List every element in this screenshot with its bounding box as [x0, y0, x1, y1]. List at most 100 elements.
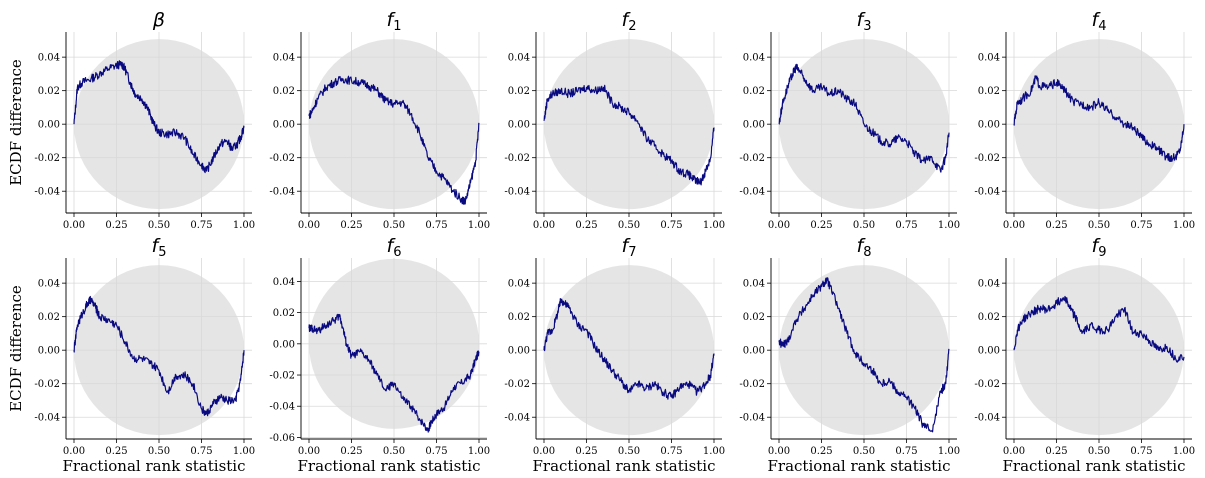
x-tick-label: 0.75	[190, 446, 212, 457]
x-tick-label: 0.50	[383, 446, 405, 457]
panel-title: β	[152, 9, 165, 31]
x-axis-label: Fractional rank statistic	[1003, 457, 1186, 475]
x-tick-label: 1.00	[1173, 220, 1195, 231]
x-tick-label: 0.00	[533, 446, 555, 457]
x-tick-label: 0.50	[383, 220, 405, 231]
x-tick-label: 0.00	[298, 220, 320, 231]
y-tick-label: -0.02	[34, 379, 60, 390]
y-tick-label: 0.02	[978, 86, 1000, 97]
y-tick-label: 0.00	[508, 120, 530, 131]
x-tick-label: 0.00	[1003, 446, 1025, 457]
ecdf-difference-line	[73, 295, 245, 417]
y-tick-label: -0.02	[739, 153, 765, 164]
x-tick-label: 0.25	[105, 220, 127, 231]
chart-panel: 0.00 0.25 0.50 0.75 1.00 0.04 0.02 0.00 -0.02 -0.…	[269, 9, 490, 231]
y-axis-label: ECDF difference	[7, 59, 25, 186]
panel-title: f6	[387, 235, 402, 260]
y-tick-label: 0.04	[743, 53, 765, 64]
x-tick-label: 0.75	[190, 220, 212, 231]
y-tick-label: -0.02	[504, 153, 530, 164]
y-tick-label: 0.02	[508, 312, 530, 323]
x-tick-label: 0.00	[768, 220, 790, 231]
y-tick-label: -0.02	[739, 379, 765, 390]
x-tick-label: 0.00	[298, 446, 320, 457]
panel-title-subscript: 9	[1098, 245, 1106, 260]
y-tick-label: -0.04	[504, 413, 530, 424]
y-tick-label: -0.04	[269, 187, 295, 198]
chart-panel: 0.00 0.25 0.50 0.75 1.00 0.04 0.02 0.00 -0.02 -0.…	[739, 9, 960, 231]
x-tick-label: 0.50	[853, 446, 875, 457]
y-tick-label: -0.04	[974, 187, 1000, 198]
ecdf-difference-line	[778, 63, 950, 173]
x-tick-label: 1.00	[938, 446, 960, 457]
x-tick-label: 1.00	[703, 446, 725, 457]
x-tick-label: 0.50	[1088, 220, 1110, 231]
y-tick-label: 0.00	[273, 339, 295, 350]
y-tick-label: 0.04	[508, 279, 530, 290]
panel-title-subscript: 8	[863, 245, 871, 260]
x-tick-label: 1.00	[938, 220, 960, 231]
y-axis-label: ECDF difference	[7, 285, 25, 412]
x-tick-label: 0.75	[895, 446, 917, 457]
y-tick-label: -0.04	[739, 187, 765, 198]
chart-panel: 0.00 0.25 0.50 0.75 1.00 0.04 0.02 0.00 -0.02 -0.…	[974, 235, 1195, 475]
x-tick-label: 1.00	[1173, 446, 1195, 457]
x-tick-label: 0.75	[660, 220, 682, 231]
y-tick-label: -0.06	[269, 433, 295, 444]
x-tick-label: 0.50	[1088, 446, 1110, 457]
y-tick-label: 0.02	[273, 86, 295, 97]
x-tick-label: 0.75	[1130, 446, 1152, 457]
panel-title: f7	[622, 235, 637, 260]
x-tick-label: 1.00	[233, 446, 255, 457]
x-tick-label: 0.75	[425, 446, 447, 457]
y-tick-label: -0.02	[974, 153, 1000, 164]
y-tick-label: 0.04	[273, 277, 295, 288]
x-tick-label: 1.00	[468, 446, 490, 457]
x-tick-label: 0.25	[1045, 446, 1067, 457]
chart-panel: 0.00 0.25 0.50 0.75 1.00 0.04 0.02 0.00 -0.02 -0.…	[7, 235, 255, 475]
x-tick-label: 0.25	[575, 446, 597, 457]
ecdf-difference-line	[308, 313, 480, 433]
x-tick-label: 0.50	[148, 446, 170, 457]
x-tick-label: 0.00	[1003, 220, 1025, 231]
panel-title: f5	[152, 235, 167, 260]
y-tick-label: 0.02	[508, 86, 530, 97]
x-axis-label: Fractional rank statistic	[298, 457, 481, 475]
panel-title-subscript: 3	[863, 19, 871, 34]
x-tick-label: 0.50	[618, 220, 640, 231]
y-tick-label: 0.02	[743, 312, 765, 323]
y-tick-label: -0.04	[34, 413, 60, 424]
y-tick-label: -0.04	[974, 413, 1000, 424]
y-tick-label: 0.00	[978, 346, 1000, 357]
y-tick-label: 0.00	[38, 346, 60, 357]
ecdf-difference-line	[73, 60, 245, 174]
panel-title-subscript: 2	[628, 19, 636, 34]
x-tick-label: 0.00	[63, 446, 85, 457]
panel-title: f9	[1092, 235, 1107, 260]
y-tick-label: 0.02	[273, 308, 295, 319]
x-tick-label: 0.25	[810, 220, 832, 231]
y-tick-label: 0.00	[508, 346, 530, 357]
x-tick-label: 0.50	[853, 220, 875, 231]
chart-panel: 0.00 0.25 0.50 0.75 1.00 0.04 0.02 0.00 -0.02 -0.…	[504, 9, 725, 231]
y-tick-label: -0.02	[269, 153, 295, 164]
x-tick-label: 0.25	[1045, 220, 1067, 231]
x-tick-label: 1.00	[468, 220, 490, 231]
chart-panel: 0.00 0.25 0.50 0.75 1.00 0.04 0.02 0.00 -0.02 -0.…	[504, 235, 725, 475]
panel-title-subscript: 6	[393, 245, 401, 260]
x-tick-label: 0.25	[340, 220, 362, 231]
y-tick-label: -0.04	[739, 413, 765, 424]
y-tick-label: 0.00	[978, 120, 1000, 131]
y-tick-label: 0.04	[38, 279, 60, 290]
panel-title-subscript: 5	[158, 245, 166, 260]
y-tick-label: 0.02	[38, 312, 60, 323]
ecdf-difference-line	[543, 298, 715, 400]
y-tick-label: 0.02	[38, 86, 60, 97]
x-tick-label: 0.00	[768, 446, 790, 457]
panel-title-subscript: 7	[628, 245, 636, 260]
y-tick-label: 0.00	[743, 346, 765, 357]
ecdf-difference-line	[543, 84, 715, 186]
panel-title: f2	[622, 9, 637, 34]
ecdf-difference-line	[778, 277, 950, 433]
